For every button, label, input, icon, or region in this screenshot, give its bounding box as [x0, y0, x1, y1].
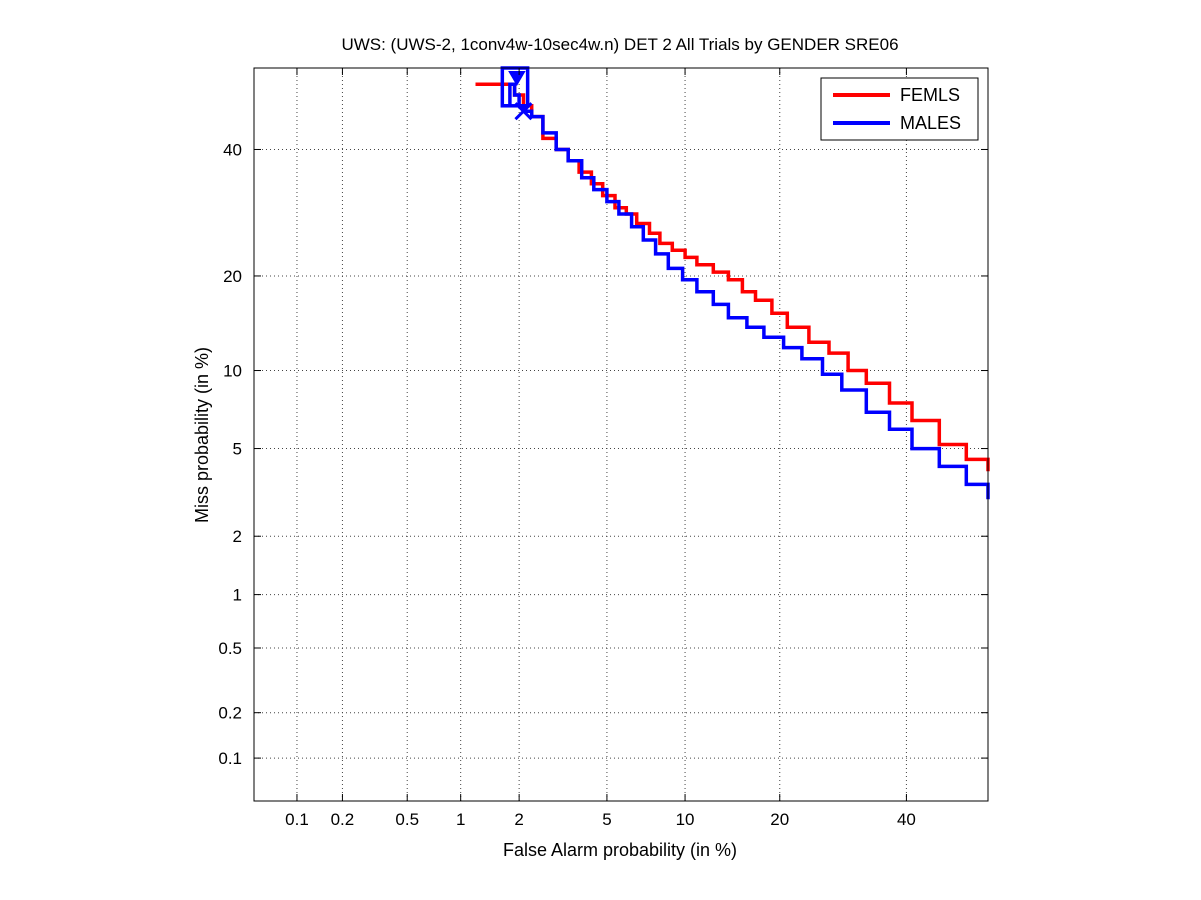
series-layer [475, 66, 990, 500]
y-axis-label: Miss probability (in %) [192, 347, 212, 523]
x-tick-label: 0.1 [285, 810, 309, 829]
legend-label-femls: FEMLS [900, 85, 960, 105]
x-tick-label: 10 [676, 810, 695, 829]
series-line-males [502, 82, 990, 500]
y-axis-ticks: 0.1 0.2 0.5 1 2 5 10 20 40 [218, 140, 988, 768]
x-tick-label: 20 [770, 810, 789, 829]
y-tick-label: 2 [233, 527, 242, 546]
y-tick-label: 1 [233, 586, 242, 605]
x-tick-label: 5 [602, 810, 611, 829]
y-tick-label: 20 [223, 267, 242, 286]
x-tick-label: 1 [456, 810, 465, 829]
y-tick-label: 0.5 [218, 639, 242, 658]
x-axis-label: False Alarm probability (in %) [503, 840, 737, 860]
legend-label-males: MALES [900, 113, 961, 133]
x-axis-ticks: 0.1 0.2 0.5 1 2 5 10 20 40 [285, 68, 916, 829]
x-tick-label: 40 [897, 810, 916, 829]
y-tick-label: 5 [233, 440, 242, 459]
axes-frame [253, 67, 989, 802]
males-operating-marker [508, 71, 526, 86]
chart-title: UWS: (UWS-2, 1conv4w-10sec4w.n) DET 2 Al… [341, 35, 898, 54]
x-tick-label: 0.5 [395, 810, 419, 829]
x-tick-label: 2 [514, 810, 523, 829]
y-tick-label: 10 [223, 362, 242, 381]
y-tick-label: 40 [223, 140, 242, 159]
males-cross-marker [514, 102, 533, 121]
legend: FEMLS MALES [820, 77, 979, 141]
y-tick-label: 0.2 [218, 704, 242, 723]
legend-box [820, 77, 979, 141]
y-tick-label: 0.1 [218, 749, 242, 768]
x-tick-label: 0.2 [331, 810, 355, 829]
